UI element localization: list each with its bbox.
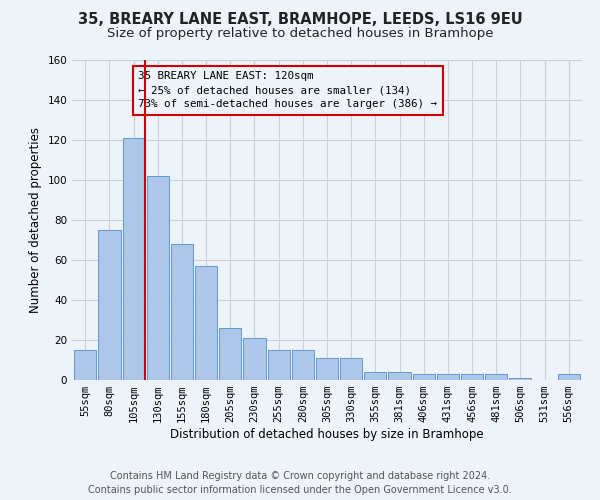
Bar	[413, 374, 435, 380]
Bar	[146, 176, 169, 380]
Text: 35 BREARY LANE EAST: 120sqm
← 25% of detached houses are smaller (134)
73% of se: 35 BREARY LANE EAST: 120sqm ← 25% of det…	[139, 71, 437, 109]
Bar	[388, 372, 410, 380]
Bar	[437, 374, 459, 380]
Text: Size of property relative to detached houses in Bramhope: Size of property relative to detached ho…	[107, 28, 493, 40]
Bar	[195, 266, 217, 380]
Bar	[244, 338, 266, 380]
Bar	[461, 374, 483, 380]
Bar	[364, 372, 386, 380]
Y-axis label: Number of detached properties: Number of detached properties	[29, 127, 42, 313]
Bar	[122, 138, 145, 380]
Bar	[268, 350, 290, 380]
Bar	[219, 328, 241, 380]
Bar	[509, 378, 532, 380]
Text: Contains HM Land Registry data © Crown copyright and database right 2024.
Contai: Contains HM Land Registry data © Crown c…	[88, 471, 512, 495]
Bar	[74, 350, 97, 380]
Bar	[316, 358, 338, 380]
Bar	[98, 230, 121, 380]
Bar	[292, 350, 314, 380]
Text: 35, BREARY LANE EAST, BRAMHOPE, LEEDS, LS16 9EU: 35, BREARY LANE EAST, BRAMHOPE, LEEDS, L…	[77, 12, 523, 28]
X-axis label: Distribution of detached houses by size in Bramhope: Distribution of detached houses by size …	[170, 428, 484, 441]
Bar	[340, 358, 362, 380]
Bar	[485, 374, 508, 380]
Bar	[171, 244, 193, 380]
Bar	[557, 374, 580, 380]
